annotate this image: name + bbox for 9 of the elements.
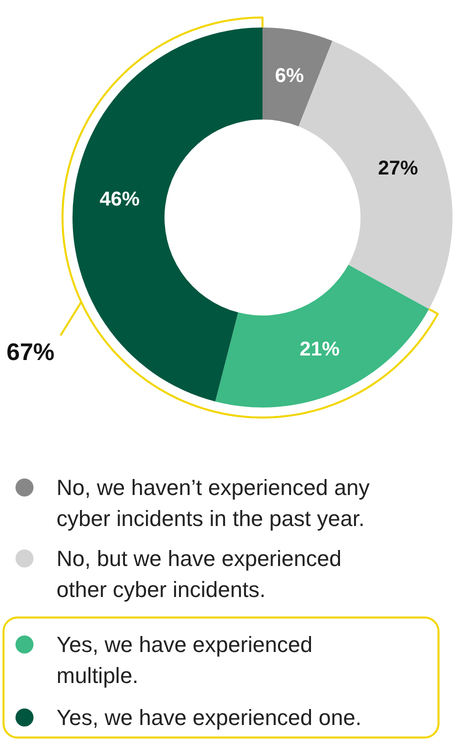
data-label: 46% — [100, 188, 140, 210]
data-label: 6% — [275, 65, 304, 88]
data-label: 27% — [378, 158, 418, 180]
text: 67% — [6, 339, 55, 366]
legend-label: No, we haven’t experienced any cyber incidents in the past year. — [56, 475, 370, 531]
legend-label: Yes, we have experienced multiple. — [56, 632, 313, 688]
legend-label: Yes, we have experienced one. — [56, 705, 362, 730]
legend-label: No, but we have experienced other cyber incidents. — [56, 546, 342, 602]
data-label: 21% — [300, 338, 340, 361]
